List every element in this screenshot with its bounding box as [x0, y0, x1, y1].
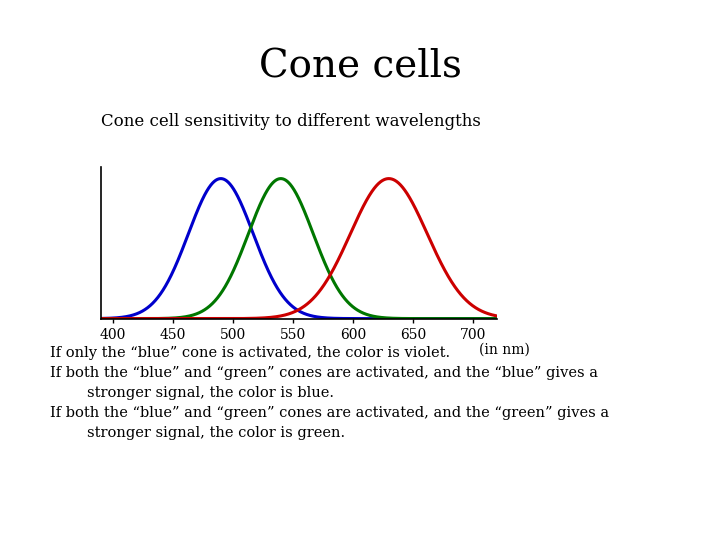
Text: Cone cell sensitivity to different wavelengths: Cone cell sensitivity to different wavel… [101, 113, 481, 130]
Text: Cone cells: Cone cells [258, 49, 462, 86]
Text: (in nm): (in nm) [479, 342, 530, 356]
Text: If only the “blue” cone is activated, the color is violet.
If both the “blue” an: If only the “blue” cone is activated, th… [50, 346, 610, 440]
